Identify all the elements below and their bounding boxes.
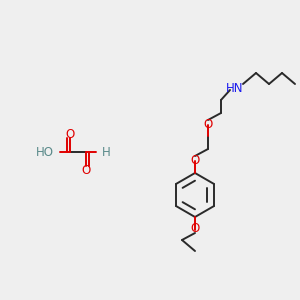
Text: O: O: [203, 118, 213, 130]
Text: O: O: [81, 164, 91, 176]
Text: HN: HN: [226, 82, 244, 94]
Text: HO: HO: [36, 146, 54, 158]
Text: O: O: [190, 223, 200, 236]
Text: H: H: [102, 146, 111, 158]
Text: O: O: [65, 128, 75, 140]
Text: O: O: [190, 154, 200, 166]
